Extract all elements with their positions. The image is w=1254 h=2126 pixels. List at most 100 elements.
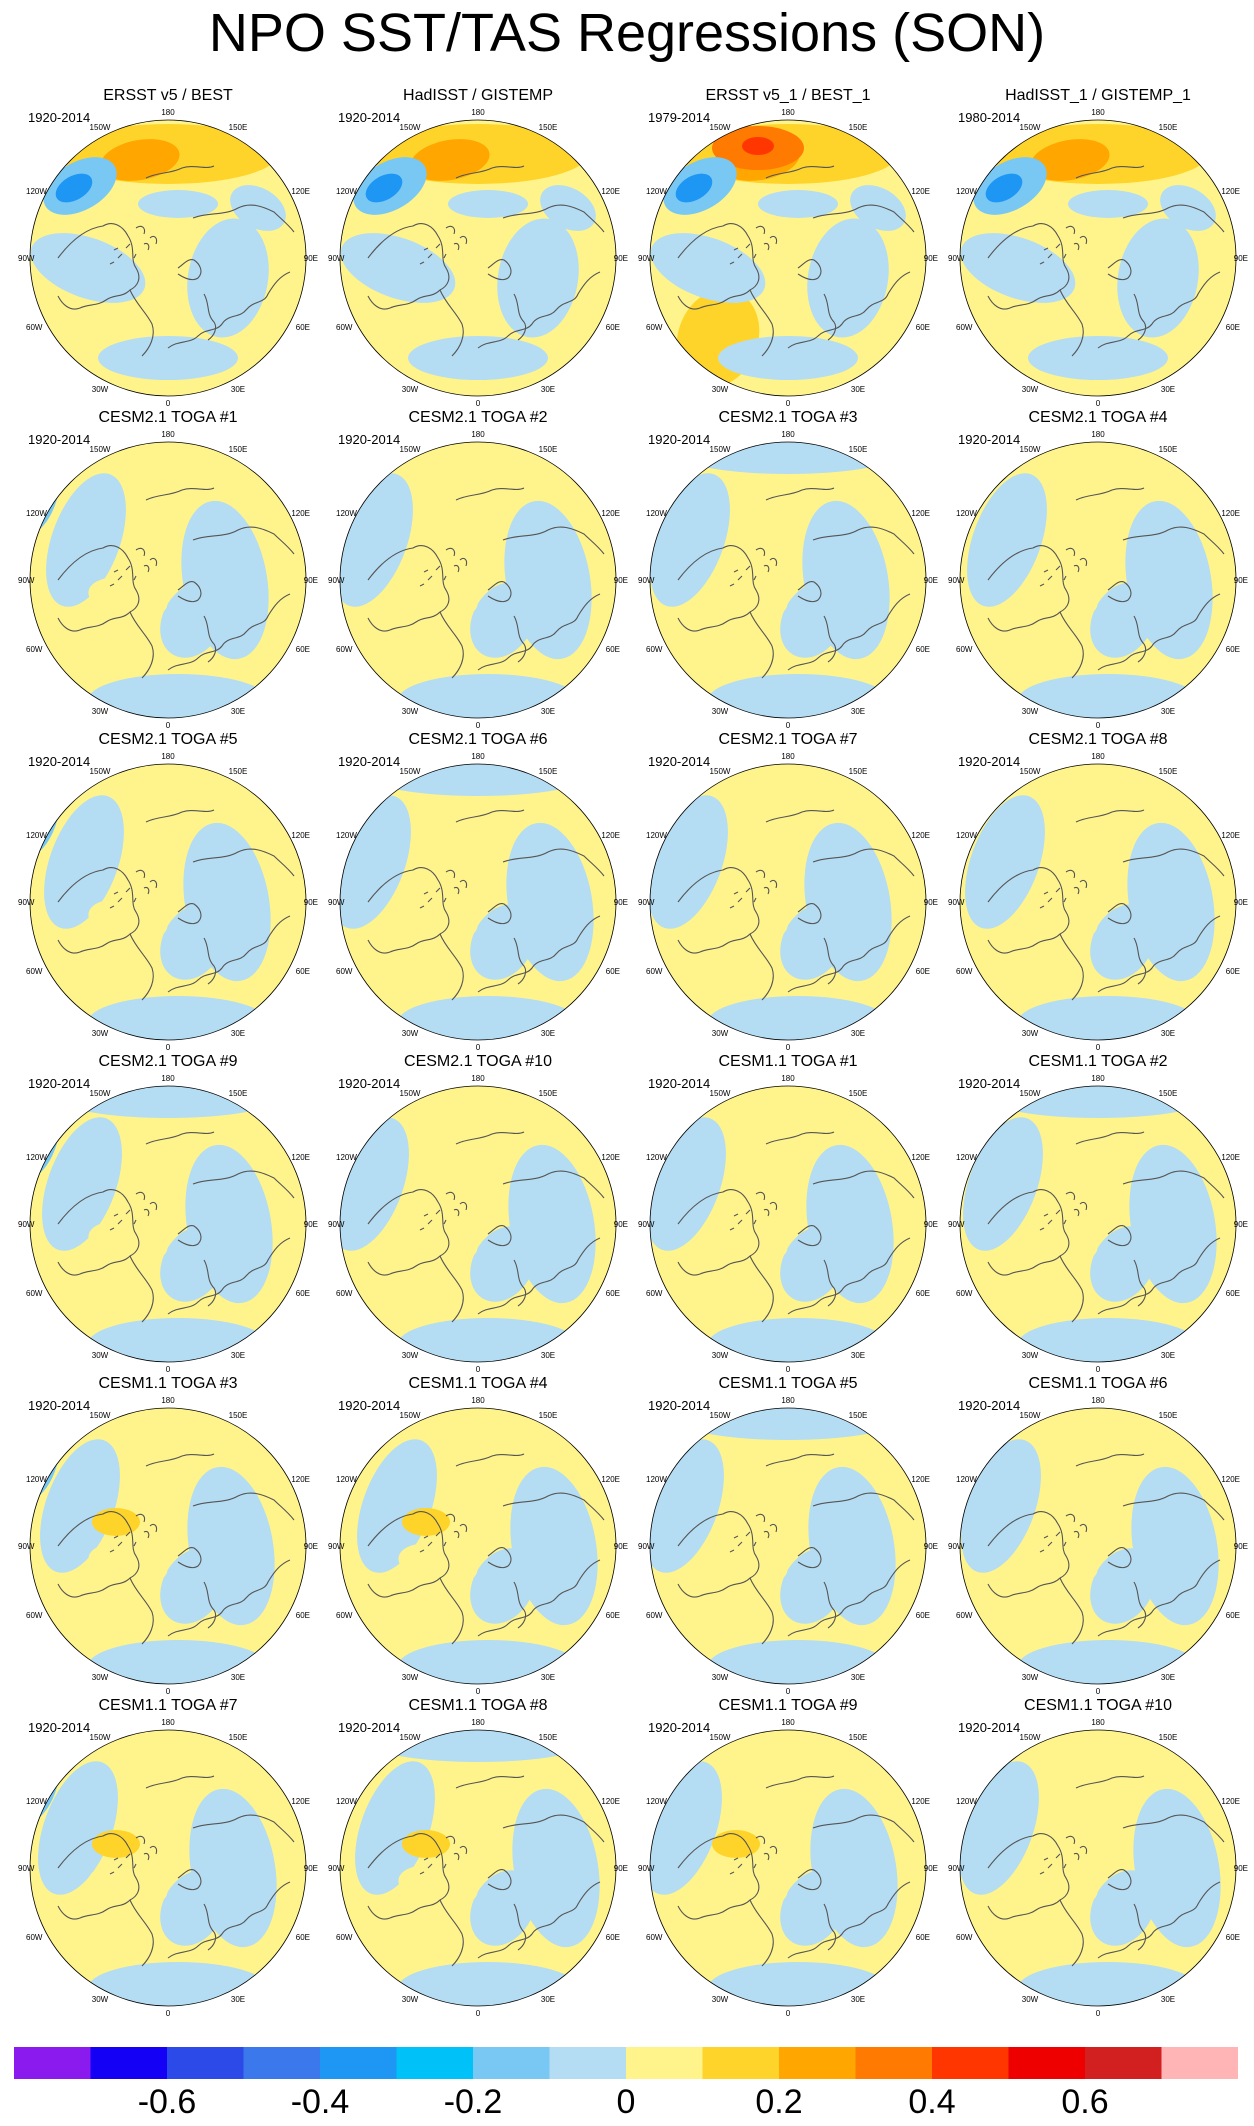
lon-label-30e: 30E [851,1995,865,2004]
lon-label-90e: 90E [1234,1542,1248,1551]
coastline [445,547,468,573]
lon-label-150e: 150E [539,1089,558,1098]
coastline [203,293,217,341]
coastline [812,848,915,877]
cool-anomaly [540,185,596,231]
coastline [1122,848,1225,877]
lon-label-90w: 90W [18,254,35,263]
coastline [455,487,525,501]
cool-anomaly [46,473,126,607]
lon-label-120w: 120W [956,1153,977,1162]
map-panel: CESM2.1 TOGA #10 1920-2014 180 0 150W 150E 120… [328,1052,628,1374]
panel-period: 1980-2014 [958,110,1021,125]
coastline [135,869,158,895]
coastline [765,487,835,501]
lon-label-90w: 90W [328,254,345,263]
coastlines [987,1775,1225,1967]
coastline [1107,1225,1132,1247]
panel-period: 1920-2014 [648,1076,711,1091]
lon-label-180: 180 [781,1718,795,1727]
coastline [477,1881,601,1959]
colorbar-swatch [243,2047,321,2079]
lon-label-150e: 150E [229,123,248,132]
lon-label-30w: 30W [1022,1673,1039,1682]
map-panel: CESM1.1 TOGA #8 1920-2014 180 0 150W 150E 120W… [328,1696,628,2018]
cool-anomaly [408,336,548,380]
cool-anomaly [368,442,588,474]
lon-label-150w: 150W [400,1089,421,1098]
lon-label-120w: 120W [26,831,47,840]
coastline [455,809,525,823]
lon-label-180: 180 [161,1718,175,1727]
lon-label-150w: 150W [90,1411,111,1420]
warm-anomaly [402,1830,450,1858]
lon-label-90w: 90W [18,1864,35,1873]
lon-label-120w: 120W [956,1797,977,1806]
cool-anomaly [470,1226,536,1302]
coastline [513,937,527,985]
lon-label-60w: 60W [646,645,663,654]
coastline [487,1225,512,1247]
coastline [749,611,774,679]
coastline [192,204,295,233]
lon-label-150w: 150W [1020,1411,1041,1420]
cool-anomaly [678,1086,898,1118]
coastline [765,809,835,823]
coastline [145,809,215,823]
cool-anomaly [42,1117,122,1251]
coastline [513,615,527,663]
coastlines [677,165,915,357]
coastline [502,526,605,555]
coastlines [987,1453,1225,1645]
map-panel: CESM1.1 TOGA #4 1920-2014 180 0 150W 150E 120W… [328,1374,628,1696]
warm-anomaly [1018,577,1098,619]
coastlines [367,1453,605,1645]
cool-anomaly [398,1318,578,1362]
map-border [959,441,1237,719]
lon-label-120w: 120W [26,509,47,518]
lon-label-60w: 60W [956,1611,973,1620]
coastline [1065,1191,1088,1217]
coastline [203,615,217,663]
map-shading [30,1730,306,2006]
colorbar-tick-label: 0 [616,2083,636,2121]
lon-label-90w: 90W [18,576,35,585]
map-border [29,1407,307,1685]
panel-title: CESM1.1 TOGA #4 [408,1375,548,1392]
lon-label-150e: 150E [229,1733,248,1742]
lon-label-30w: 30W [1022,707,1039,716]
coastline [177,1547,202,1569]
lon-label-60w: 60W [26,645,43,654]
lon-label-120w: 120W [956,1475,977,1484]
map-border [29,1085,307,1363]
lon-label-30e: 30E [231,1995,245,2004]
coastline [1097,1881,1221,1959]
coastline [987,223,1070,310]
polar-map: 180 0 150W 150E 120W 120E 90W 90E 60W 60E 30W 30E [328,430,628,730]
lon-label-0: 0 [166,399,171,408]
lon-label-60e: 60E [1226,645,1240,654]
lon-label-60e: 60E [916,1289,930,1298]
warm-anomaly [708,1221,788,1263]
cool-anomaly [988,1086,1208,1118]
coastline [1122,1492,1225,1521]
coastline [1059,1899,1084,1967]
panel-period: 1920-2014 [338,1076,401,1091]
map-border [649,1085,927,1363]
coastline [1122,526,1225,555]
coastline [57,1189,140,1276]
coastline [192,1492,295,1521]
coastline [749,1899,774,1967]
lon-label-60w: 60W [26,1611,43,1620]
lon-label-180: 180 [1091,108,1105,117]
lon-label-90e: 90E [924,1542,938,1551]
cool-anomaly [470,1548,536,1624]
lon-label-0: 0 [786,1365,791,1374]
lon-label-150e: 150E [229,1089,248,1098]
polar-map: 180 0 150W 150E 120W 120E 90W 90E 60W 60E 30W 30E [948,1718,1248,2018]
coastlines [57,1131,295,1323]
coastline [1059,611,1084,679]
lon-label-30w: 30W [712,1995,729,2004]
lon-label-60w: 60W [646,967,663,976]
map-panel: CESM2.1 TOGA #6 1920-2014 180 0 150W 150E 120W… [328,730,628,1052]
